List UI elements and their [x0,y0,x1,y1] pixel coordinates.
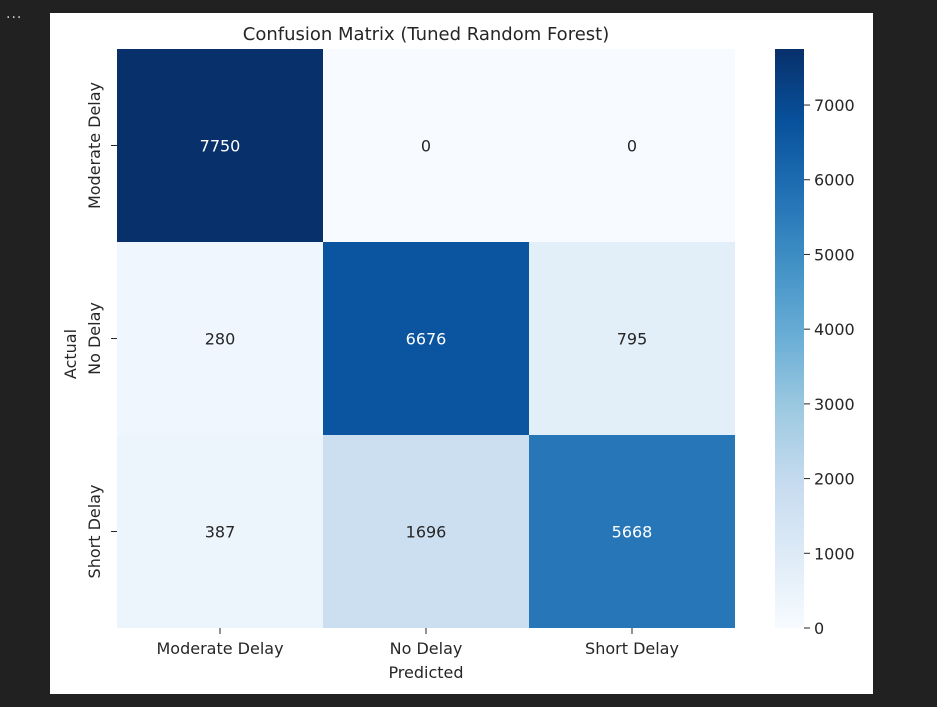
cell-value-label: 7750 [200,137,241,156]
heatmap-cell [323,49,529,242]
x-axis-label: Predicted [388,663,463,682]
y-tick-label: Moderate Delay [85,82,104,209]
heatmap-cell [529,435,735,628]
heatmap-cell [529,49,735,242]
x-tick-label: No Delay [390,639,463,658]
heatmap-cells: 7750 0 0 280 6676 795 387 1696 5668 [117,49,735,628]
cell-value-label: 0 [627,137,637,156]
colorbar-tick-label: 0 [814,619,824,638]
y-tick-label: No Delay [85,302,104,375]
cell-value-label: 280 [205,330,236,349]
cell-output-menu[interactable]: ... [6,6,23,22]
colorbar: 0 1000 2000 3000 4000 5000 6000 7000 [775,49,855,638]
heatmap-cell [323,242,529,435]
x-tick-label: Moderate Delay [156,639,283,658]
heatmap-cell [529,242,735,435]
x-tick-label: Short Delay [585,639,679,658]
heatmap-cell [117,435,323,628]
confusion-matrix-chart: Confusion Matrix (Tuned Random Forest) 7… [61,24,855,682]
colorbar-tick-label: 2000 [814,470,855,489]
colorbar-tick-label: 7000 [814,96,855,115]
cell-value-label: 6676 [406,330,447,349]
cell-value-label: 5668 [612,523,653,542]
y-axis: Moderate Delay No Delay Short Delay [85,82,117,578]
heatmap-cell [117,49,323,242]
chart-title: Confusion Matrix (Tuned Random Forest) [243,24,609,45]
colorbar-tick-label: 3000 [814,395,855,414]
heatmap-cell [117,242,323,435]
x-axis: Moderate Delay No Delay Short Delay [156,628,679,658]
colorbar-tick-label: 1000 [814,544,855,563]
heatmap-cell [323,435,529,628]
y-tick-label: Short Delay [85,485,104,579]
y-axis-label: Actual [61,329,80,379]
colorbar-gradient [775,49,804,628]
cell-value-label: 0 [421,137,431,156]
chart-figure: Confusion Matrix (Tuned Random Forest) 7… [50,13,873,694]
colorbar-tick-label: 5000 [814,245,855,264]
cell-value-label: 387 [205,523,236,542]
colorbar-tick-label: 6000 [814,171,855,190]
colorbar-tick-label: 4000 [814,320,855,339]
cell-value-label: 795 [617,330,648,349]
cell-value-label: 1696 [406,523,447,542]
